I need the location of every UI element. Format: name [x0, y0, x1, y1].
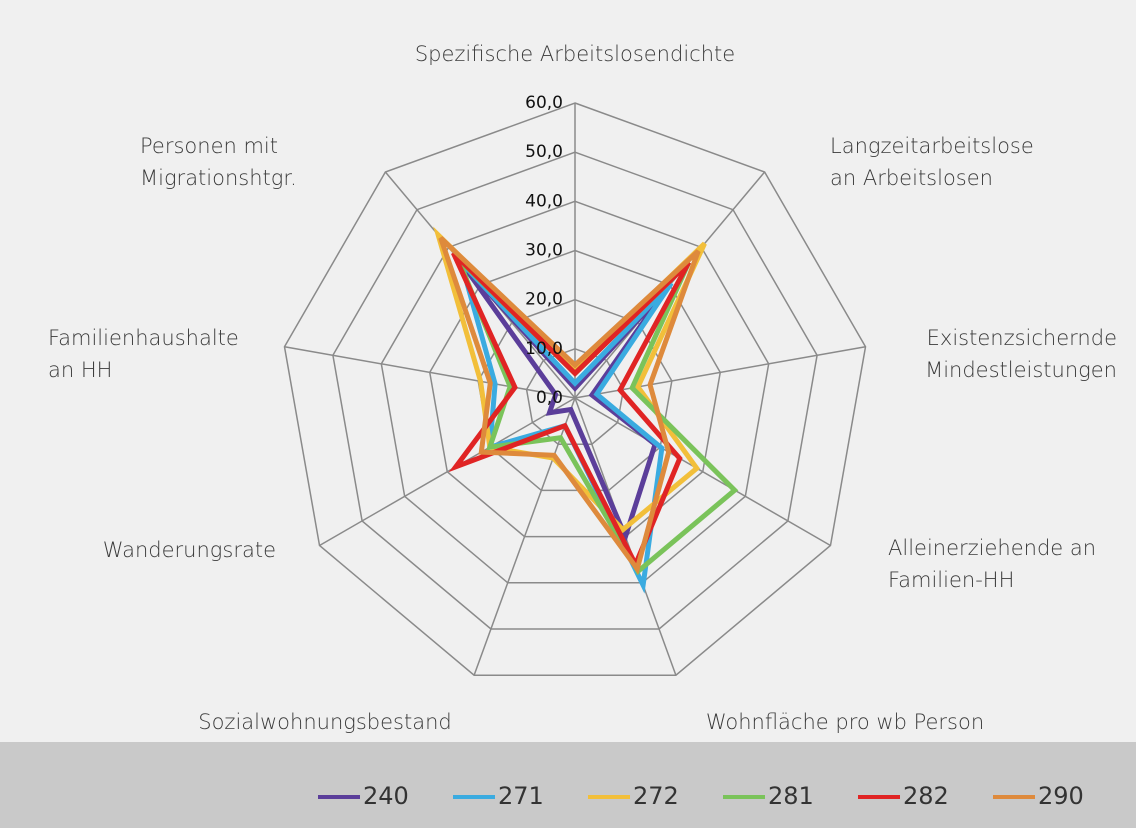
grid-ring: [332, 151, 818, 630]
r-tick-label: 0,0: [536, 388, 563, 408]
spoke: [574, 346, 866, 399]
legend: [0, 742, 1136, 828]
legend-label: 281: [768, 782, 814, 810]
axis-label: Personen mit Migrationshtgr.: [140, 134, 297, 190]
legend-label: 271: [498, 782, 544, 810]
spoke: [473, 397, 576, 676]
r-tick-label: 40,0: [525, 191, 563, 211]
spoke: [284, 346, 576, 399]
axis-label: Familienhaushalte an HH: [48, 326, 239, 382]
spoke: [574, 397, 831, 547]
axis-label: Wanderungsrate: [102, 538, 276, 562]
series-line: [433, 226, 707, 534]
axis-label: Alleinerziehende an Familien-HH: [888, 536, 1097, 592]
series-line: [438, 236, 701, 575]
legend-label: 240: [363, 782, 409, 810]
legend-label: 282: [903, 782, 949, 810]
axis-label: Sozialwohnungsbestand: [198, 710, 452, 734]
axis-label: Spezifische Arbeitslosendichte: [414, 42, 736, 66]
r-tick-label: 30,0: [525, 241, 563, 261]
r-tick-label: 60,0: [525, 93, 563, 113]
axis-label: Langzeitarbeitslose an Arbeitslosen: [830, 134, 1034, 190]
spoke: [319, 397, 576, 547]
r-tick-label: 20,0: [525, 290, 563, 310]
grid-ring: [428, 249, 722, 538]
legend-label: 290: [1038, 782, 1084, 810]
legend-label: 272: [633, 782, 679, 810]
grid-ring: [380, 200, 770, 584]
grid-ring: [283, 102, 867, 676]
axis-label: Existenzsichernde Mindestleistungen: [925, 326, 1117, 382]
series-line: [448, 251, 691, 571]
plot-area: [0, 0, 1136, 742]
r-tick-label: 50,0: [525, 142, 563, 162]
axis-label: Wohnfläche pro wb Person: [705, 710, 985, 734]
r-tick-label: 10,0: [525, 339, 563, 359]
